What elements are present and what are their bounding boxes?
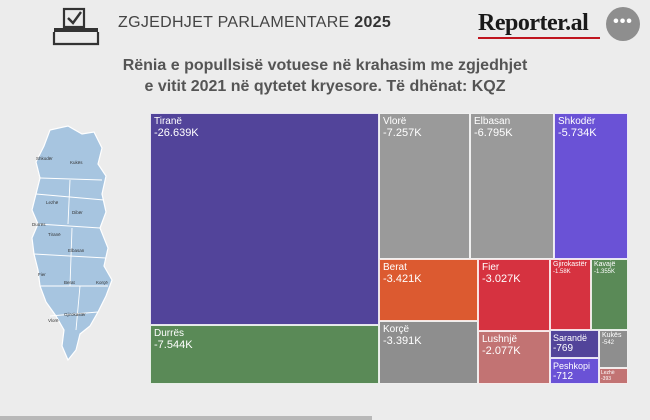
treemap-tile[interactable]: Korçë -3.391K — [379, 321, 478, 384]
treemap-tile[interactable]: Elbasan -6.795K — [470, 113, 554, 259]
tile-label: Lezhë — [601, 370, 615, 376]
tile-value: -3.391K — [383, 335, 422, 347]
map-label: Elbasan — [68, 248, 85, 253]
scroll-progress-bar[interactable] — [0, 416, 372, 420]
subtitle-line-1: Rënia e popullsisë votuese në krahasim m… — [122, 57, 528, 74]
tile-label: Kavajë — [594, 261, 616, 268]
tile-value: -26.639K — [154, 127, 199, 139]
tile-value: -7.544K — [154, 339, 193, 351]
tile-label: Sarandë — [553, 333, 588, 343]
treemap-tile[interactable]: Gjirokastër -1.58K — [550, 259, 591, 330]
treemap-chart: Tiranë -26.639K Durrës -7.544K Vlorë -7.257K E… — [150, 113, 628, 385]
treemap-tile[interactable]: Vlorë -7.257K — [379, 113, 470, 259]
treemap-tile[interactable]: Tiranë -26.639K — [150, 113, 379, 325]
treemap-tile[interactable]: Sarandë -769 — [550, 330, 599, 358]
tile-label: Elbasan — [474, 116, 511, 127]
tile-label: Gjirokastër — [553, 261, 587, 268]
subtitle-line-2: e vitit 2021 në qytetet kryesore. Të dhë… — [144, 78, 506, 95]
tile-label: Vlorë — [383, 116, 407, 127]
chart-subtitle: Rënia e popullsisë votuese në krahasim m… — [80, 55, 570, 97]
treemap-tile[interactable]: Berat -3.421K — [379, 259, 478, 321]
header-title-text: ZGJEDHJET PARLAMENTARE — [118, 14, 350, 31]
tile-value: -769 — [553, 343, 574, 354]
treemap-tile[interactable]: Kavajë -1.355K — [591, 259, 628, 330]
tile-value: -712 — [553, 371, 574, 382]
map-label: Tiranë — [48, 232, 61, 237]
header-year: 2025 — [354, 14, 392, 31]
map-label: Fier — [38, 272, 46, 277]
tile-label: Berat — [383, 262, 407, 273]
map-label: Lezhë — [46, 200, 59, 205]
map-label: Vlorë — [48, 318, 59, 323]
tile-value: -393 — [601, 376, 612, 382]
treemap-tile[interactable]: Peshkopi -712 — [550, 358, 599, 384]
map-label: Berat — [64, 280, 76, 285]
tile-value: -3.421K — [383, 273, 422, 285]
treemap-tile[interactable]: Fier -3.027K — [478, 259, 550, 331]
map-label: Kukës — [70, 160, 83, 165]
brand-logo[interactable]: Reporter.al — [478, 10, 589, 36]
tile-label: Peshkopi — [553, 361, 591, 371]
header-title: ZGJEDHJET PARLAMENTARE 2025 — [118, 14, 391, 32]
tile-value: -2.077K — [482, 345, 521, 357]
brand-underline — [478, 37, 600, 39]
tile-label: Tiranë — [154, 116, 182, 127]
tile-value: -7.257K — [383, 127, 422, 139]
treemap-tile[interactable]: Shkodër -5.734K — [554, 113, 628, 259]
tile-label: Durrës — [154, 328, 185, 339]
map-label: Durrës — [32, 222, 46, 227]
treemap-tile[interactable]: Kukës -542 — [599, 330, 628, 368]
map-label: Korçë — [96, 280, 108, 285]
tile-label: Shkodër — [558, 116, 596, 127]
treemap-tile[interactable]: Durrës -7.544K — [150, 325, 379, 384]
map-label: Gjirokastër — [64, 312, 86, 317]
tile-label: Kukës — [602, 332, 622, 339]
ballot-box-icon — [52, 7, 100, 46]
tile-value: -3.027K — [482, 273, 521, 285]
tile-value: -1.355K — [594, 269, 616, 275]
tile-value: -542 — [602, 340, 615, 346]
tile-label: Lushnjë — [482, 334, 518, 345]
tile-value: -5.734K — [558, 127, 597, 139]
map-label: Dibër — [72, 210, 83, 215]
treemap-tile[interactable]: Lushnjë -2.077K — [478, 331, 550, 384]
more-options-button[interactable]: ••• — [606, 7, 640, 41]
tile-label: Korçë — [383, 324, 410, 335]
map-label: Shkodër — [36, 156, 53, 161]
header: ZGJEDHJET PARLAMENTARE 2025 Reporter.al … — [0, 0, 650, 50]
tile-value: -6.795K — [474, 127, 513, 139]
tile-value: -1.58K — [553, 269, 571, 275]
tile-label: Fier — [482, 262, 500, 273]
treemap-tile[interactable]: Lezhë -393 — [599, 368, 628, 384]
